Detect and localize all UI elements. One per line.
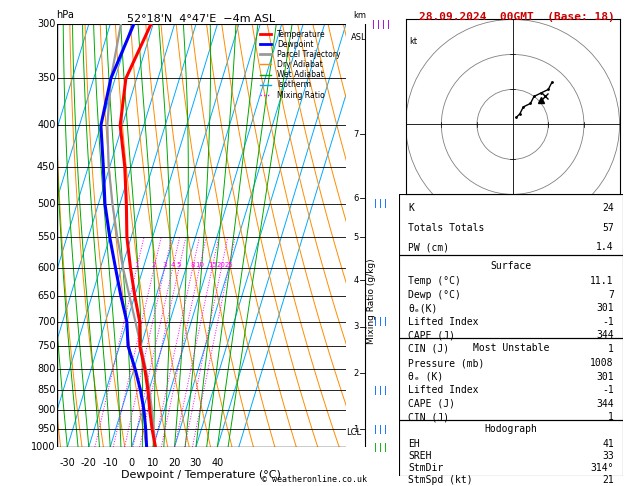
Text: K: K: [408, 203, 415, 213]
Text: 15: 15: [208, 262, 216, 268]
Text: 28.09.2024  00GMT  (Base: 18): 28.09.2024 00GMT (Base: 18): [420, 12, 615, 22]
Text: 700: 700: [37, 317, 55, 327]
Text: Mixing Ratio (g/kg): Mixing Ratio (g/kg): [367, 259, 376, 344]
Text: Temp (°C): Temp (°C): [408, 276, 461, 286]
Text: |||: |||: [373, 443, 388, 451]
Text: 5: 5: [353, 233, 359, 242]
Text: 8: 8: [191, 262, 195, 268]
Text: 500: 500: [37, 199, 55, 208]
Text: Surface: Surface: [491, 260, 532, 271]
Text: θₑ (K): θₑ (K): [408, 372, 443, 382]
Text: Hodograph: Hodograph: [484, 424, 538, 434]
Text: 30: 30: [190, 458, 202, 468]
Text: Totals Totals: Totals Totals: [408, 223, 485, 233]
Text: 450: 450: [37, 162, 55, 172]
Text: 1: 1: [135, 262, 139, 268]
Text: 950: 950: [37, 424, 55, 434]
Text: 21: 21: [602, 475, 614, 485]
Text: |||: |||: [373, 199, 388, 208]
Text: 314°: 314°: [590, 463, 614, 473]
Text: 3: 3: [163, 262, 167, 268]
Text: StmDir: StmDir: [408, 463, 443, 473]
Text: 7: 7: [608, 290, 614, 300]
Text: 4: 4: [170, 262, 175, 268]
Text: Pressure (mb): Pressure (mb): [408, 358, 485, 368]
Text: 550: 550: [37, 232, 55, 242]
Text: 3: 3: [353, 322, 359, 331]
Text: 400: 400: [37, 121, 55, 130]
Text: 33: 33: [602, 451, 614, 461]
Text: 1: 1: [353, 425, 359, 434]
Text: Most Unstable: Most Unstable: [473, 343, 549, 353]
Text: 344: 344: [596, 330, 614, 340]
Text: 1000: 1000: [31, 442, 55, 452]
Text: 5: 5: [177, 262, 181, 268]
Text: 301: 301: [596, 303, 614, 313]
Text: km: km: [353, 11, 366, 20]
Text: 41: 41: [602, 439, 614, 449]
Text: 1.4: 1.4: [596, 243, 614, 252]
Text: 10: 10: [147, 458, 159, 468]
Text: 11.1: 11.1: [590, 276, 614, 286]
Legend: Temperature, Dewpoint, Parcel Trajectory, Dry Adiabat, Wet Adiabat, Isotherm, Mi: Temperature, Dewpoint, Parcel Trajectory…: [259, 28, 342, 101]
Text: 1008: 1008: [590, 358, 614, 368]
Text: ASL: ASL: [350, 33, 366, 42]
Text: 1: 1: [608, 412, 614, 422]
Text: ||||: ||||: [370, 20, 391, 29]
Text: © weatheronline.co.uk: © weatheronline.co.uk: [262, 474, 367, 484]
Text: θₑ(K): θₑ(K): [408, 303, 438, 313]
Text: 650: 650: [37, 291, 55, 301]
Text: 25: 25: [225, 262, 233, 268]
Text: 300: 300: [37, 19, 55, 29]
Text: |||: |||: [373, 425, 388, 434]
Text: 2: 2: [152, 262, 157, 268]
Text: 7: 7: [353, 129, 359, 139]
Text: Dewp (°C): Dewp (°C): [408, 290, 461, 300]
Text: hPa: hPa: [57, 10, 74, 20]
Text: 10: 10: [195, 262, 204, 268]
Text: -10: -10: [103, 458, 118, 468]
Text: 600: 600: [37, 263, 55, 273]
Text: Dewpoint / Temperature (°C): Dewpoint / Temperature (°C): [121, 470, 281, 480]
Text: StmSpd (kt): StmSpd (kt): [408, 475, 473, 485]
Text: 24: 24: [602, 203, 614, 213]
Text: 40: 40: [211, 458, 223, 468]
Text: CAPE (J): CAPE (J): [408, 330, 455, 340]
Text: |||: |||: [373, 385, 388, 395]
Text: 350: 350: [37, 73, 55, 84]
Text: -1: -1: [602, 385, 614, 395]
Text: 4: 4: [353, 276, 359, 285]
Text: |||: |||: [373, 317, 388, 327]
Text: LCL: LCL: [347, 428, 362, 437]
Text: kt: kt: [409, 37, 418, 46]
Text: -20: -20: [81, 458, 97, 468]
Text: 1: 1: [608, 344, 614, 354]
Text: PW (cm): PW (cm): [408, 243, 450, 252]
Text: 2: 2: [353, 368, 359, 378]
Text: Lifted Index: Lifted Index: [408, 385, 479, 395]
Text: Lifted Index: Lifted Index: [408, 317, 479, 327]
Text: 900: 900: [37, 405, 55, 415]
Text: 20: 20: [169, 458, 181, 468]
Text: EH: EH: [408, 439, 420, 449]
Text: 0: 0: [128, 458, 135, 468]
Text: -30: -30: [60, 458, 75, 468]
Text: 57: 57: [602, 223, 614, 233]
Text: 344: 344: [596, 399, 614, 409]
Text: 301: 301: [596, 372, 614, 382]
Text: -1: -1: [602, 317, 614, 327]
Text: CIN (J): CIN (J): [408, 412, 450, 422]
Text: CIN (J): CIN (J): [408, 344, 450, 354]
Text: 750: 750: [37, 341, 55, 351]
Text: CAPE (J): CAPE (J): [408, 399, 455, 409]
Title: 52°18'N  4°47'E  −4m ASL: 52°18'N 4°47'E −4m ASL: [127, 14, 276, 23]
Text: 6: 6: [353, 193, 359, 203]
Text: 20: 20: [217, 262, 226, 268]
Text: 850: 850: [37, 385, 55, 395]
Text: SREH: SREH: [408, 451, 432, 461]
Text: 800: 800: [37, 364, 55, 374]
